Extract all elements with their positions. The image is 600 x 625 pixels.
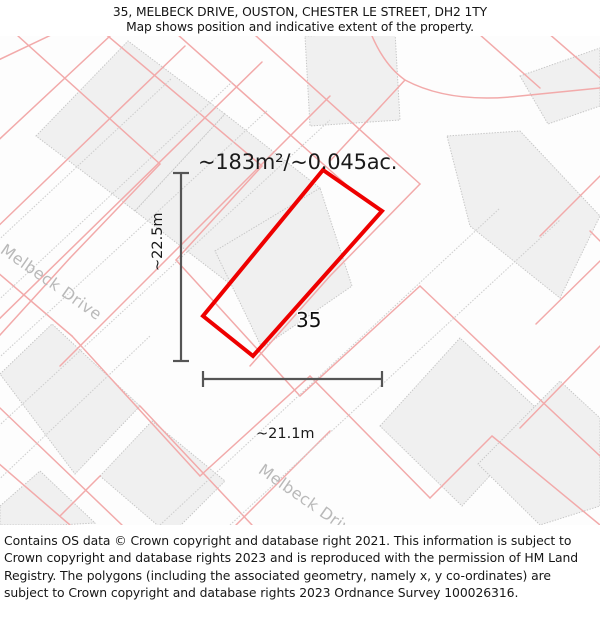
parcel-line [59, 475, 101, 517]
parcel-line [175, 259, 301, 397]
parcel-boundaries [0, 36, 600, 525]
building-footprint [214, 187, 353, 349]
street-edge [0, 81, 233, 300]
copyright-footer: Contains OS data © Crown copyright and d… [0, 527, 600, 602]
parcel-line [59, 95, 331, 367]
building-footprint [0, 470, 97, 525]
parcel-line [550, 36, 600, 79]
street-edge [159, 207, 501, 525]
parcel-line [299, 285, 421, 397]
horizontal-dimension-label: ~21.1m [256, 426, 315, 442]
building-footprint [379, 337, 546, 507]
property-address: 35, MELBECK DRIVE, OUSTON, CHESTER LE ST… [112, 5, 488, 19]
parcel-line [519, 380, 600, 457]
map-vector-layer [0, 36, 600, 525]
building-footprint [304, 36, 401, 127]
parcel-line [178, 36, 351, 189]
parcel-line [329, 79, 406, 162]
building-footprint [99, 420, 226, 525]
parcel-line [329, 183, 421, 277]
vertical-dimension-label: ~22.5m [150, 212, 166, 271]
dimension-rulers [173, 171, 384, 387]
parcel-line [0, 61, 263, 320]
map-subtitle: Map shows position and indicative extent… [126, 20, 474, 34]
parcel-line [175, 165, 263, 261]
parcel-line [0, 463, 71, 525]
plot-number-label: 35 [296, 308, 322, 332]
parcel-line [71, 335, 201, 477]
parcel-line [539, 175, 600, 237]
street-edge [0, 119, 331, 426]
street-edge [0, 77, 173, 240]
parcel-line [139, 405, 253, 525]
area-label: ~183m²/~0.045ac. [198, 150, 398, 174]
map-header: 35, MELBECK DRIVE, OUSTON, CHESTER LE ST… [0, 0, 600, 36]
building-footprint [519, 47, 600, 125]
parcel-line [0, 407, 123, 525]
parcel-line [0, 257, 71, 337]
parcel-line [535, 260, 600, 325]
building-footprint [477, 380, 600, 525]
parcel-line [429, 435, 493, 499]
map-canvas[interactable]: ~183m²/~0.045ac. 35 ~22.5m ~21.1m Melbec… [0, 36, 600, 525]
parcel-line [480, 36, 541, 89]
parcel-line [309, 375, 431, 499]
parcel-line [419, 285, 521, 382]
parcel-line [0, 36, 51, 61]
parcel-line [17, 36, 161, 165]
parcel-line [199, 375, 311, 477]
street-edges [0, 77, 561, 525]
property-boundary-polygon[interactable] [200, 167, 385, 359]
parcel-line [589, 230, 600, 242]
parcel-line [0, 45, 186, 226]
building-footprint [35, 40, 226, 212]
parcel-line [249, 275, 331, 367]
parcel-line [254, 36, 421, 185]
parcel-line [519, 345, 600, 429]
parcel-line [491, 435, 600, 525]
copyright-text: Contains OS data © Crown copyright and d… [4, 533, 579, 601]
parcel-line [0, 36, 111, 140]
building-footprint [0, 323, 141, 475]
parcel-line [371, 36, 600, 99]
street-edge [0, 335, 151, 480]
parcel-line [106, 36, 263, 167]
building-footprint [446, 130, 600, 299]
parcel-line [69, 163, 161, 259]
